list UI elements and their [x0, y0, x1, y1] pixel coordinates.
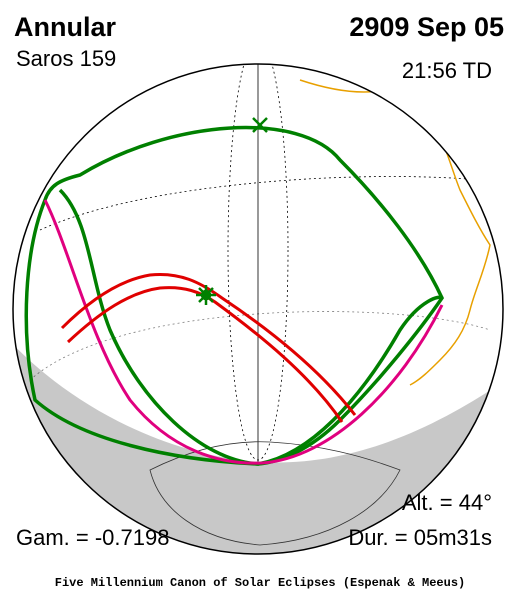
- gamma: Gam. = -0.7198: [16, 525, 169, 550]
- footer: Five Millennium Canon of Solar Eclipses …: [55, 576, 465, 590]
- subsolar-marker: [252, 117, 268, 133]
- antarctica: [149, 441, 401, 546]
- eclipse-type: Annular: [14, 12, 116, 42]
- penumbra-limits: [24, 125, 445, 466]
- time: 21:56 TD: [402, 58, 492, 83]
- date: 2909 Sep 05: [349, 12, 504, 42]
- greatest-eclipse-marker: [196, 285, 216, 305]
- altitude: Alt. = 44°: [402, 490, 492, 515]
- globe-outline: [12, 63, 504, 555]
- duration: Dur. = 05m31s: [348, 525, 492, 550]
- saros: Saros 159: [16, 46, 116, 71]
- extreme-limit: [43, 199, 444, 465]
